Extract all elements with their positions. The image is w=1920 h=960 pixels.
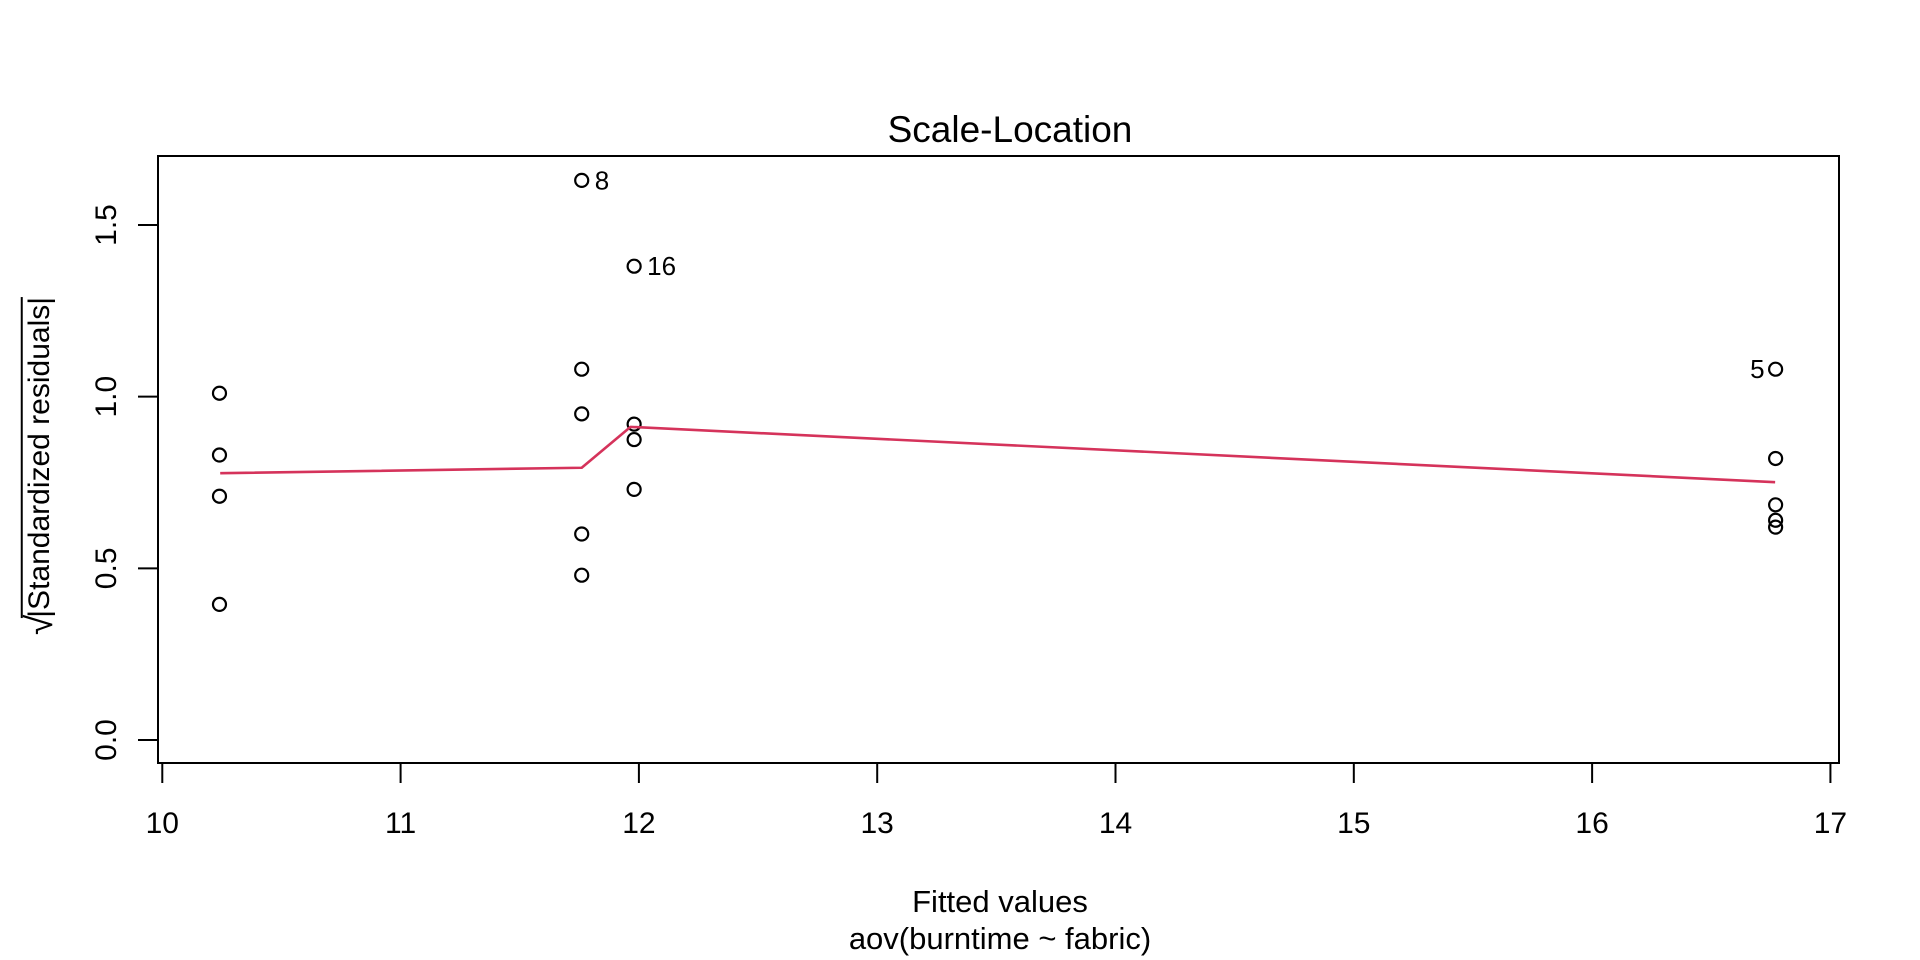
data-point	[626, 481, 642, 497]
x-axis-label: Fitted values	[912, 884, 1088, 919]
data-point	[1768, 519, 1784, 535]
data-point	[574, 526, 590, 542]
data-point	[1768, 512, 1784, 528]
x-tick-label: 16	[1575, 807, 1608, 840]
x-tick-label: 11	[385, 807, 416, 840]
data-point	[211, 447, 228, 463]
data-point	[574, 172, 590, 188]
x-tick-label: 15	[1337, 807, 1370, 840]
x-tick-label: 13	[861, 807, 894, 840]
data-point	[626, 416, 642, 432]
data-point	[1768, 361, 1784, 377]
y-tick-label: 1.0	[90, 376, 123, 418]
data-point	[626, 431, 642, 448]
y-tick-label: 0.5	[90, 547, 123, 589]
data-point	[1768, 497, 1784, 513]
data-point	[626, 258, 642, 274]
y-tick-label: 0.0	[90, 719, 123, 761]
x-tick-label: 17	[1814, 807, 1847, 840]
data-point	[574, 361, 590, 377]
y-axis-label: √|Standardized residuals|	[19, 296, 60, 635]
x-tick-label: 10	[146, 807, 179, 840]
x-tick-label: 14	[1099, 807, 1132, 840]
y-axis-label-radicand: |Standardized residuals|	[20, 296, 56, 618]
data-point	[574, 406, 590, 422]
point-label: 8	[595, 165, 609, 195]
smooth-line	[220, 425, 1776, 484]
model-call-label: aov(burntime ~ fabric)	[848, 921, 1152, 956]
point-label: 5	[1750, 354, 1764, 384]
data-point	[574, 567, 590, 583]
data-point	[1768, 450, 1784, 467]
plot-title: Scale-Location	[887, 109, 1133, 150]
x-tick-label: 12	[622, 807, 655, 840]
data-point	[211, 385, 228, 401]
data-point	[211, 488, 228, 504]
y-tick-label: 1.5	[90, 204, 123, 246]
data-point	[211, 596, 228, 612]
panel-border	[157, 155, 1840, 764]
point-label: 16	[647, 251, 676, 281]
